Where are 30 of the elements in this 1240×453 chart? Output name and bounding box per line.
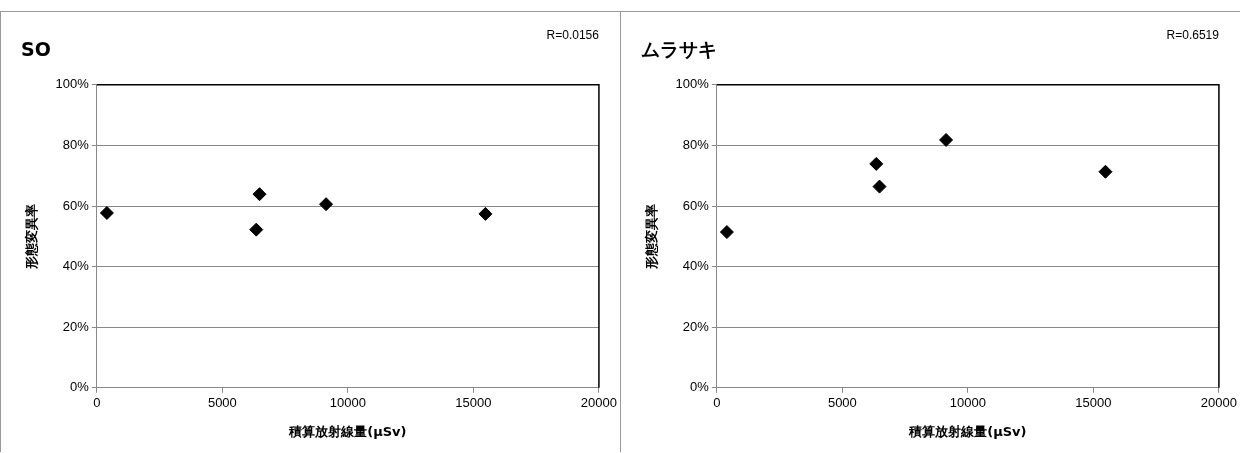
y-tick-label: 20% bbox=[682, 318, 710, 334]
y-axis-title: 形態変異率 bbox=[644, 203, 660, 270]
y-tick-label: 60% bbox=[682, 197, 710, 213]
x-tick-label: 20000 bbox=[580, 395, 617, 411]
x-tick-label: 10000 bbox=[949, 395, 986, 411]
x-tick-label: 10000 bbox=[329, 395, 366, 411]
chart-title: ムラサキ bbox=[641, 38, 717, 61]
text: R=0.0156 bbox=[546, 28, 600, 43]
y-tick-label: 80% bbox=[62, 136, 90, 152]
x-tick-label: 0 bbox=[713, 395, 721, 411]
y-tick-label: 80% bbox=[682, 136, 710, 152]
x-axis-title: 積算放射線量(μSv) bbox=[288, 423, 407, 439]
y-tick-label: 60% bbox=[62, 197, 90, 213]
y-tick-label: 40% bbox=[62, 258, 90, 274]
y-tick-label: 40% bbox=[682, 258, 710, 274]
chart-title: SO bbox=[21, 38, 51, 61]
x-tick-label: 5000 bbox=[827, 395, 857, 411]
text: R=0.6519 bbox=[1166, 28, 1220, 43]
y-tick-label: 100% bbox=[55, 76, 90, 92]
x-axis-title: 積算放射線量(μSv) bbox=[908, 423, 1027, 439]
x-tick-label: 20000 bbox=[1200, 395, 1237, 411]
y-tick-label: 100% bbox=[675, 76, 710, 92]
x-tick-label: 15000 bbox=[1075, 395, 1112, 411]
y-axis-title: 形態変異率 bbox=[24, 203, 40, 270]
y-tick-label: 0% bbox=[70, 379, 90, 395]
y-tick-label: 20% bbox=[62, 318, 90, 334]
x-tick-label: 5000 bbox=[207, 395, 237, 411]
x-tick-label: 15000 bbox=[455, 395, 492, 411]
y-tick-label: 0% bbox=[690, 379, 710, 395]
x-tick-label: 0 bbox=[93, 395, 101, 411]
